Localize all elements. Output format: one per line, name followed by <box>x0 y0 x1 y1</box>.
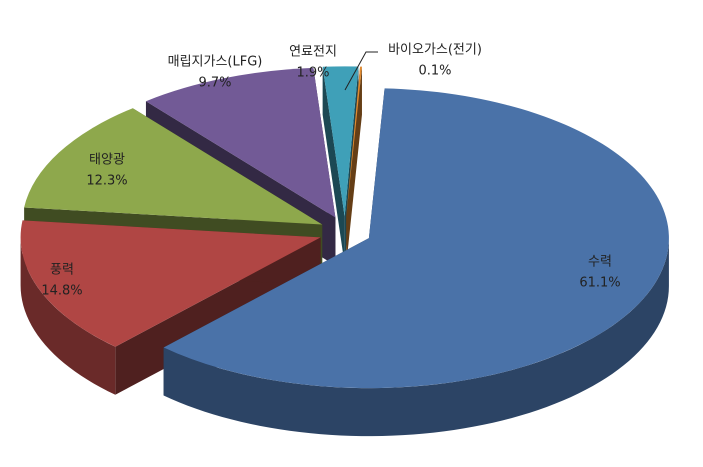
category-label: 매립지가스(LFG) <box>168 55 263 70</box>
slice-edge <box>322 66 345 265</box>
category-label: 연료전지 <box>289 45 337 60</box>
slice <box>20 220 321 395</box>
slice <box>163 88 669 437</box>
slice-edge <box>346 66 362 265</box>
category-label: 수력 <box>588 255 612 270</box>
value-label: 14.8% <box>41 284 82 299</box>
category-label: 태양광 <box>89 153 125 168</box>
value-label: 0.1% <box>418 64 451 79</box>
slice-top <box>322 66 359 217</box>
leader-line <box>344 51 378 91</box>
slice-top <box>163 88 669 389</box>
slice-side <box>163 238 669 437</box>
category-label: 바이오가스(전기) <box>388 43 482 58</box>
slice-top <box>20 220 321 347</box>
value-label: 61.1% <box>579 276 620 291</box>
slice <box>346 66 362 265</box>
slice-top <box>346 66 362 217</box>
value-label: 9.7% <box>198 76 231 91</box>
slice <box>24 108 323 273</box>
slice-top <box>145 67 336 218</box>
category-label: 풍력 <box>50 263 74 278</box>
slice-side <box>20 237 116 395</box>
value-label: 12.3% <box>86 174 127 189</box>
value-label: 1.9% <box>296 66 329 81</box>
slice-top <box>24 108 323 225</box>
